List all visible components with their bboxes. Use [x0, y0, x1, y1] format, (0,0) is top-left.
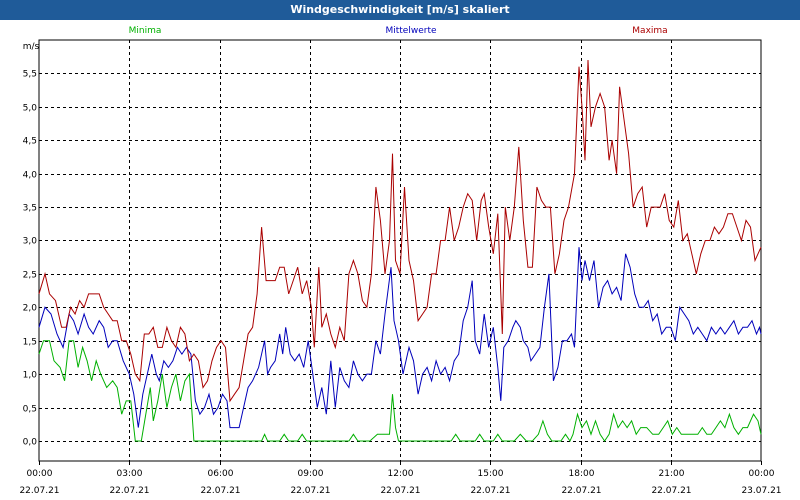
x-tick-label-time: 12:00: [388, 469, 414, 479]
x-tick-label-time: 21:00: [659, 469, 685, 479]
y-tick-label: 2,0: [23, 304, 38, 314]
y-tick-label: 1,5: [23, 338, 37, 348]
y-tick-label: 5,0: [23, 104, 38, 114]
legend-entry-maxima: Maxima: [632, 26, 667, 36]
y-tick-label: 3,0: [23, 237, 38, 247]
y-tick-label: 4,5: [23, 137, 37, 147]
y-tick-label: 5,5: [23, 70, 37, 80]
y-tick-label: 4,0: [23, 171, 38, 181]
x-tick-label-time: 06:00: [208, 469, 234, 479]
y-tick-label: 2,5: [23, 271, 37, 281]
x-tick-label-date: 23.07.21: [741, 486, 781, 496]
x-tick-label-time: 15:00: [478, 469, 504, 479]
x-tick-label-time: 18:00: [569, 469, 595, 479]
series-line-minima: [38, 340, 762, 443]
y-tick-label: 1,0: [23, 371, 38, 381]
legend-entry-mittelwerte: Mittelwerte: [385, 26, 436, 36]
x-tick-label-date: 22.07.21: [109, 486, 149, 496]
y-axis-label: m/s: [23, 42, 40, 52]
series-line-mittelwerte: [38, 247, 762, 429]
x-tick-label-date: 22.07.21: [290, 486, 330, 496]
x-tick-label-time: 00:00: [749, 469, 775, 479]
chart-title: Windgeschwindigkeit [m/s] skaliert: [0, 0, 800, 20]
series-line-maxima: [38, 59, 762, 403]
x-tick-label-date: 22.07.21: [561, 486, 601, 496]
x-tick-label-date: 22.07.21: [200, 486, 240, 496]
y-tick-label: 0,5: [23, 405, 37, 415]
x-tick-label-date: 22.07.21: [380, 486, 420, 496]
legend-entry-minima: Minima: [129, 26, 162, 36]
y-tick-label: 3,5: [23, 204, 37, 214]
y-tick-label: 0,0: [23, 438, 38, 448]
x-tick-label-time: 03:00: [117, 469, 143, 479]
x-tick-label-date: 22.07.21: [19, 486, 59, 496]
x-tick-label-time: 09:00: [298, 469, 324, 479]
x-tick-label-date: 22.07.21: [651, 486, 691, 496]
x-tick-label-date: 22.07.21: [470, 486, 510, 496]
x-tick-label-time: 00:00: [27, 469, 53, 479]
